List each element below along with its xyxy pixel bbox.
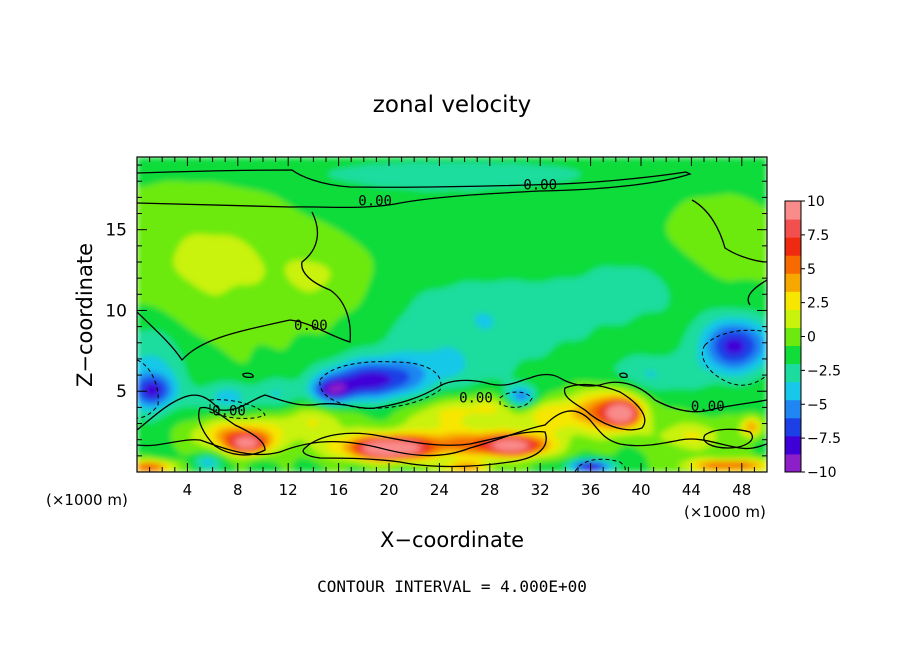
colorbar-swatch bbox=[785, 381, 801, 401]
x-tick-label: 40 bbox=[631, 481, 650, 499]
colorbar-label: −5 bbox=[807, 397, 828, 413]
x-tick-label: 20 bbox=[379, 481, 398, 499]
colorbar-swatch bbox=[785, 291, 801, 310]
x-tick-label: 28 bbox=[480, 481, 499, 499]
colorbar-swatch bbox=[785, 255, 801, 274]
y-tick-label: 15 bbox=[105, 221, 127, 241]
colorbar-label: 10 bbox=[807, 194, 825, 210]
contour-interval-note: CONTOUR INTERVAL = 4.000E+00 bbox=[317, 577, 587, 596]
contour-pos-small bbox=[703, 428, 753, 449]
contour-labels: 0.00 0.00 0.00 0.00 0.00 0.00 bbox=[212, 177, 725, 419]
y-tick-label: 5 bbox=[116, 382, 127, 402]
x-tick-label: 12 bbox=[279, 481, 298, 499]
colorbar-label: 7.5 bbox=[807, 228, 829, 244]
x-tick-label: 44 bbox=[682, 481, 701, 499]
x-unit-right: (×1000 m) bbox=[684, 503, 766, 521]
colorbar-label: 0 bbox=[807, 330, 816, 346]
colorbar-label: 5 bbox=[807, 262, 816, 278]
x-unit-left: (×1000 m) bbox=[46, 491, 128, 509]
contour-zero-right-small bbox=[747, 279, 767, 306]
contour-pos-high-3 bbox=[198, 406, 266, 456]
colorbar-swatch bbox=[785, 399, 801, 419]
contour-neg-mid bbox=[499, 391, 533, 408]
colorbar-swatch bbox=[785, 417, 801, 437]
contour-neg-center bbox=[319, 361, 442, 409]
contour-neg-left bbox=[137, 359, 159, 419]
contour-label: 0.00 bbox=[358, 194, 392, 210]
colorbar-swatch bbox=[785, 327, 801, 347]
x-tick-label: 4 bbox=[183, 481, 193, 499]
colorbar-swatch bbox=[785, 237, 801, 256]
colorbar-labels: −10 −7.5 −5 −2.5 0 2.5 5 7.5 10 bbox=[801, 194, 841, 481]
contour-lines-negative bbox=[137, 329, 767, 472]
x-tick-label: 32 bbox=[531, 481, 550, 499]
colorbar-label: −7.5 bbox=[807, 431, 841, 447]
colorbar-swatch bbox=[785, 309, 801, 328]
contour-zero-right bbox=[691, 199, 767, 263]
colorbar-swatch bbox=[785, 201, 801, 220]
x-tick-label: 16 bbox=[329, 481, 348, 499]
contour-label: 0.00 bbox=[459, 391, 493, 407]
colorbar-swatch bbox=[785, 363, 801, 383]
y-axis-label: Z−coordinate bbox=[73, 243, 97, 387]
contour-pos-tiny-2 bbox=[619, 372, 628, 379]
y-tick-label: 10 bbox=[105, 301, 127, 321]
contour-zero-base bbox=[137, 410, 767, 457]
contour-pos-high-2 bbox=[563, 383, 646, 431]
contour-pos-high-1 bbox=[302, 430, 547, 468]
colorbar-swatch bbox=[785, 219, 801, 238]
x-tick-label: 36 bbox=[581, 481, 600, 499]
contour-label: 0.00 bbox=[294, 318, 328, 334]
heatmap-image bbox=[137, 157, 767, 472]
colorbar bbox=[784, 200, 802, 473]
contour-zero-lower bbox=[137, 373, 767, 431]
y-tick-labels: 5 10 15 bbox=[105, 221, 127, 403]
velocity-field bbox=[137, 157, 767, 472]
contour-lines bbox=[137, 169, 767, 468]
contour-neg-bottom bbox=[574, 458, 626, 472]
contour-label: 0.00 bbox=[691, 399, 725, 415]
colorbar-label: −10 bbox=[807, 465, 837, 481]
axis-ticks bbox=[137, 157, 767, 472]
contour-neg-lower bbox=[209, 399, 266, 419]
colorbar-swatch bbox=[785, 453, 801, 473]
x-tick-label: 48 bbox=[732, 481, 751, 499]
colorbar-swatch bbox=[785, 345, 801, 365]
contour-neg-right bbox=[701, 329, 767, 386]
contour-pos-tiny bbox=[242, 372, 254, 379]
colorbar-swatch bbox=[785, 273, 801, 292]
x-tick-label: 24 bbox=[430, 481, 449, 499]
colorbar-swatch bbox=[785, 435, 801, 455]
colorbar-label: 2.5 bbox=[807, 296, 829, 312]
x-tick-labels: 4 8 12 16 20 24 28 32 36 40 44 48 bbox=[183, 481, 752, 499]
contour-zero-left bbox=[137, 211, 351, 362]
contour-zero-upper bbox=[137, 169, 692, 209]
x-axis-label: X−coordinate bbox=[380, 528, 524, 552]
contour-label: 0.00 bbox=[212, 404, 246, 420]
contour-label: 0.00 bbox=[523, 177, 557, 193]
colorbar-label: −2.5 bbox=[807, 363, 841, 379]
x-tick-label: 8 bbox=[233, 481, 243, 499]
chart-title: zonal velocity bbox=[373, 92, 531, 118]
